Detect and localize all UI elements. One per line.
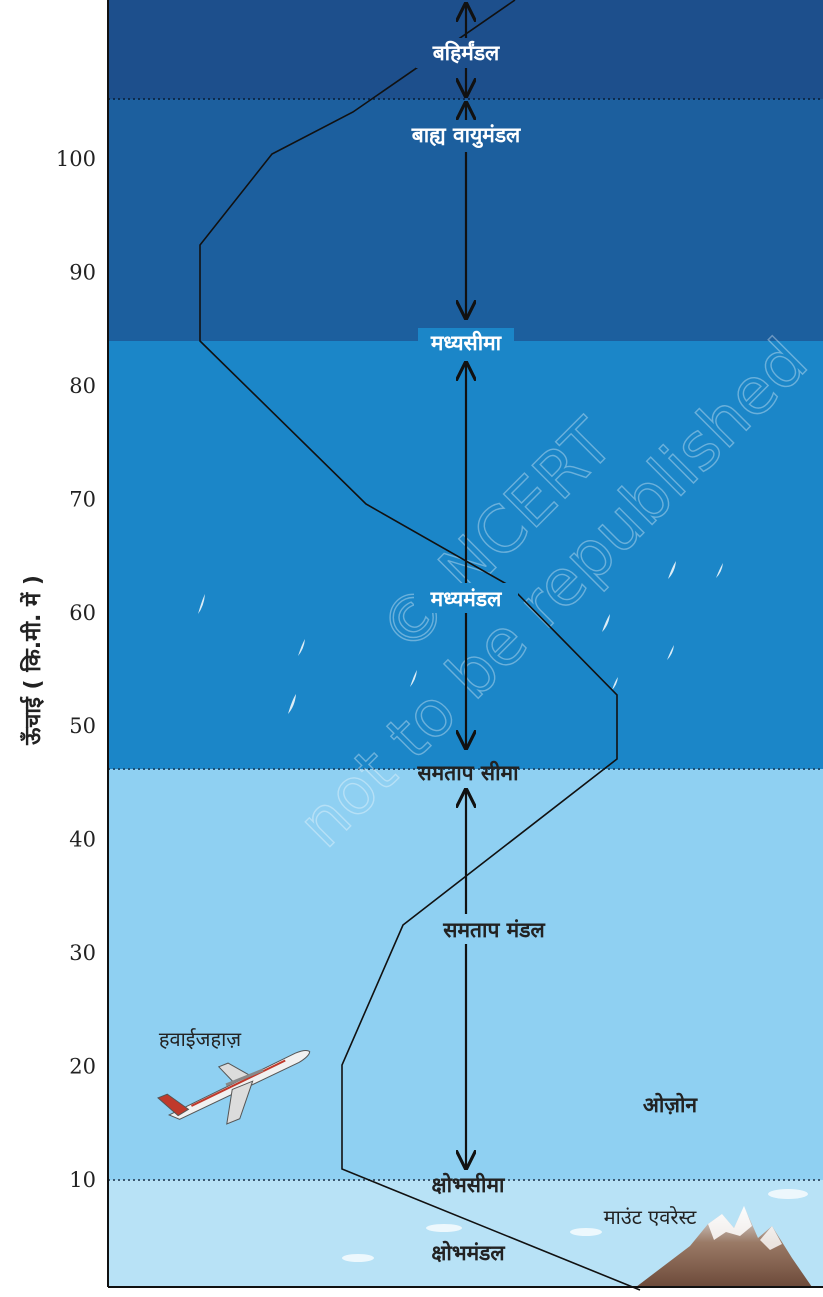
- mesosphere-label: मध्यमंडल: [430, 587, 502, 611]
- everest-label: माउंट एवरेस्ट: [604, 1205, 698, 1229]
- thermosphere-label-bg: [386, 120, 546, 152]
- exosphere-label-bg: [416, 38, 516, 68]
- mesopause-label-bg: [418, 328, 514, 356]
- stratopause-label: समताप सीमा: [416, 760, 520, 785]
- noctilucent-cloud-streaks: [198, 561, 723, 714]
- mount-everest-icon: [636, 1206, 812, 1287]
- tropopause-label: क्षोभसीमा: [432, 1172, 506, 1197]
- y-axis-title: ऊँचाई ( कि.मी. में ): [19, 575, 46, 746]
- exosphere-label: बहिर्मंडल: [432, 40, 500, 65]
- y-tick-label: 30: [69, 941, 96, 965]
- troposphere-label: क्षोभमंडल: [431, 1240, 505, 1265]
- y-tick-label: 40: [69, 828, 96, 852]
- aeroplane-label: हवाईजहाज़: [159, 1027, 242, 1051]
- y-tick-label: 10: [69, 1168, 96, 1192]
- y-tick-label: 70: [69, 487, 96, 511]
- y-tick-label: 20: [69, 1055, 96, 1079]
- aeroplane-icon: [157, 1050, 311, 1125]
- ozone-label: ओज़ोन: [643, 1092, 699, 1117]
- y-tick-label: 60: [69, 601, 96, 625]
- mesosphere-label-bg: [414, 583, 518, 613]
- y-tick-label: 90: [69, 260, 96, 284]
- stratosphere-label-bg: [420, 914, 568, 944]
- mesopause-label: मध्यसीमा: [430, 330, 503, 355]
- y-tick-label: 80: [69, 374, 96, 398]
- thermosphere-label: बाह्य वायुमंडल: [411, 123, 521, 149]
- stratosphere-label: समताप मंडल: [442, 918, 545, 942]
- y-tick-label: 50: [69, 714, 96, 738]
- y-tick-label: 100: [56, 147, 96, 171]
- y-axis-ticks: 10 20 30 40 50 60 70 80 90 100: [56, 147, 96, 1192]
